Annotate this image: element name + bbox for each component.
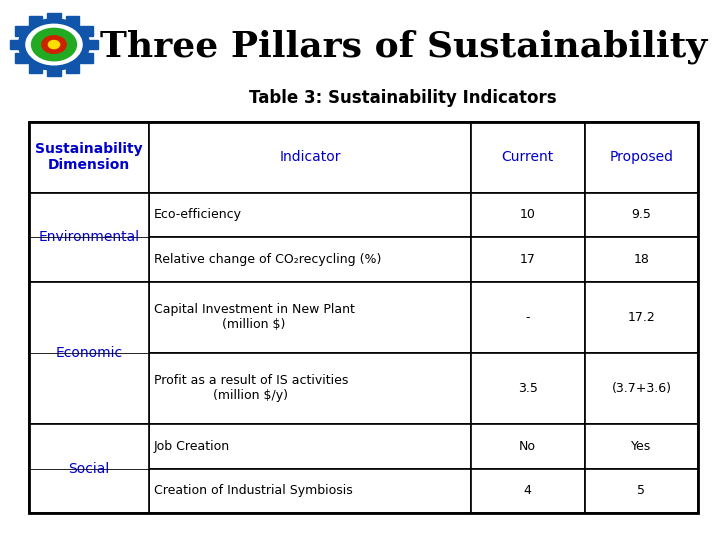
Text: 4: 4 bbox=[523, 484, 531, 497]
Circle shape bbox=[26, 24, 82, 65]
Text: Indicator: Indicator bbox=[279, 150, 341, 164]
FancyBboxPatch shape bbox=[29, 16, 42, 26]
Text: Current: Current bbox=[502, 150, 554, 164]
Text: Relative change of CO₂recycling (%): Relative change of CO₂recycling (%) bbox=[153, 253, 381, 266]
Circle shape bbox=[19, 19, 89, 70]
FancyBboxPatch shape bbox=[80, 26, 93, 36]
Text: Economic: Economic bbox=[55, 346, 122, 360]
FancyBboxPatch shape bbox=[85, 40, 98, 49]
Circle shape bbox=[48, 40, 60, 49]
Text: Social: Social bbox=[68, 462, 109, 476]
Text: Yes: Yes bbox=[631, 440, 652, 453]
Circle shape bbox=[32, 28, 76, 60]
Circle shape bbox=[42, 36, 66, 53]
Text: Job Creation: Job Creation bbox=[153, 440, 230, 453]
Text: Creation of Industrial Symbiosis: Creation of Industrial Symbiosis bbox=[153, 484, 352, 497]
FancyBboxPatch shape bbox=[66, 63, 79, 73]
FancyBboxPatch shape bbox=[15, 53, 28, 63]
Text: Table 3: Sustainability Indicators: Table 3: Sustainability Indicators bbox=[249, 89, 557, 107]
FancyBboxPatch shape bbox=[10, 40, 23, 49]
Text: 17.2: 17.2 bbox=[628, 310, 655, 324]
Text: 17: 17 bbox=[520, 253, 536, 266]
Text: 5: 5 bbox=[637, 484, 646, 497]
FancyBboxPatch shape bbox=[48, 67, 60, 76]
Text: Three Pillars of Sustainability: Three Pillars of Sustainability bbox=[99, 30, 707, 64]
Text: Proposed: Proposed bbox=[610, 150, 673, 164]
Text: 9.5: 9.5 bbox=[631, 208, 652, 221]
Text: Eco-efficiency: Eco-efficiency bbox=[153, 208, 242, 221]
Text: 10: 10 bbox=[520, 208, 536, 221]
Text: 3.5: 3.5 bbox=[518, 382, 538, 395]
Text: Capital Investment in New Plant
(million $): Capital Investment in New Plant (million… bbox=[153, 303, 354, 331]
Text: Sustainability
Dimension: Sustainability Dimension bbox=[35, 142, 143, 172]
FancyBboxPatch shape bbox=[66, 16, 79, 26]
FancyBboxPatch shape bbox=[29, 63, 42, 73]
FancyBboxPatch shape bbox=[15, 26, 28, 36]
Text: 18: 18 bbox=[634, 253, 649, 266]
Text: No: No bbox=[519, 440, 536, 453]
Text: Profit as a result of IS activities
(million $/y): Profit as a result of IS activities (mil… bbox=[153, 374, 348, 402]
Text: (3.7+3.6): (3.7+3.6) bbox=[611, 382, 672, 395]
Text: Environmental: Environmental bbox=[38, 230, 140, 244]
FancyBboxPatch shape bbox=[80, 53, 93, 63]
FancyBboxPatch shape bbox=[48, 13, 60, 22]
Text: -: - bbox=[526, 310, 530, 324]
